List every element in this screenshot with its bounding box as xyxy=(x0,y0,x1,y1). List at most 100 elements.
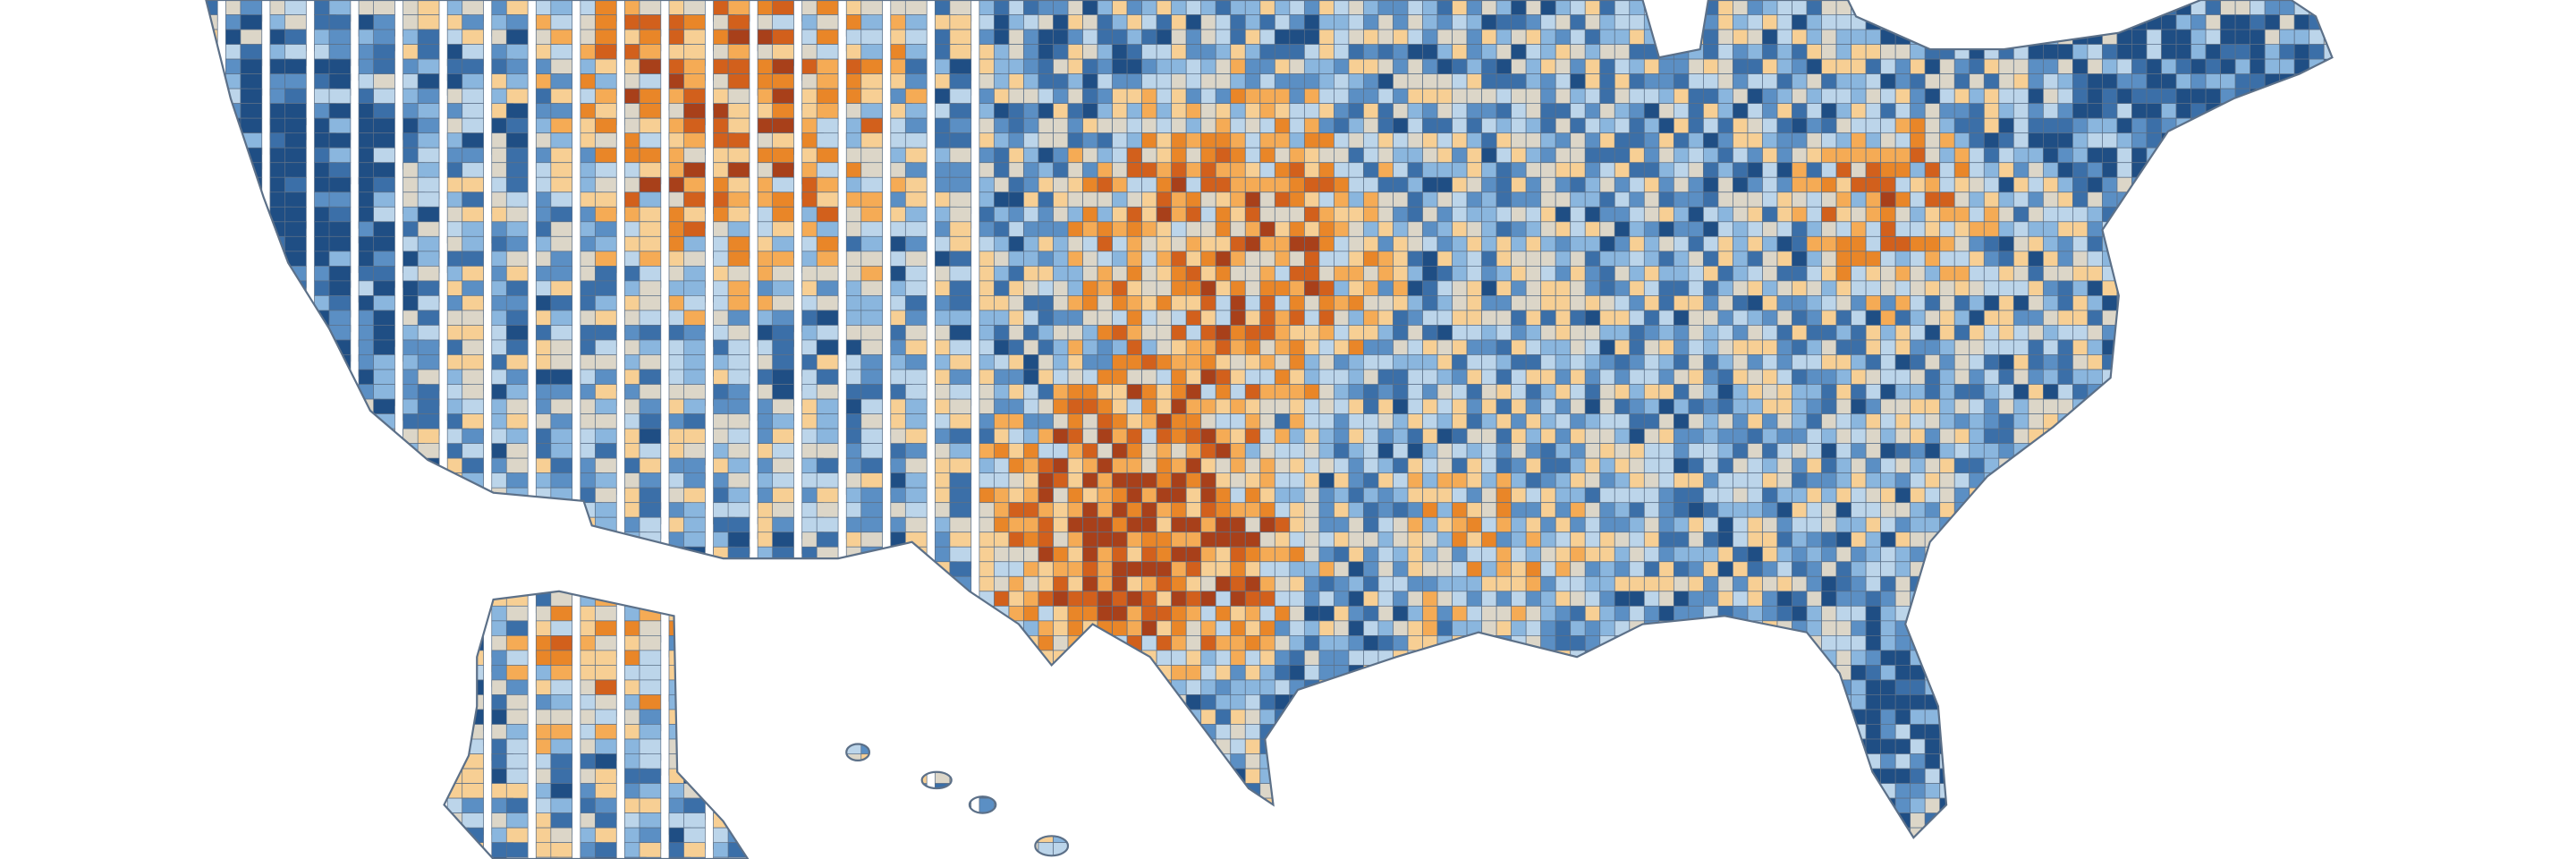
county xyxy=(1215,14,1232,30)
county xyxy=(1303,235,1320,252)
county xyxy=(446,487,470,510)
county xyxy=(1525,310,1542,326)
county xyxy=(1821,58,1837,74)
county xyxy=(1717,428,1733,444)
county xyxy=(1969,221,1985,237)
county xyxy=(206,457,218,474)
county xyxy=(1865,176,1882,193)
county xyxy=(358,472,381,489)
county xyxy=(2264,532,2281,548)
county xyxy=(2220,58,2236,74)
county xyxy=(550,339,573,355)
county xyxy=(1244,44,1261,60)
county xyxy=(2323,443,2333,459)
county xyxy=(1894,428,1911,444)
county xyxy=(2234,103,2251,119)
county xyxy=(1998,295,2014,311)
county xyxy=(2072,457,2089,474)
county xyxy=(2012,251,2029,267)
county xyxy=(904,472,928,489)
county xyxy=(1584,235,1601,252)
county xyxy=(2116,206,2132,229)
county xyxy=(949,88,972,105)
county xyxy=(2072,443,2089,459)
county xyxy=(994,14,1010,30)
county xyxy=(1821,14,1837,30)
county xyxy=(1894,103,1911,119)
county xyxy=(402,532,425,554)
county xyxy=(182,192,203,208)
county xyxy=(1792,532,1808,548)
county xyxy=(1363,472,1379,489)
county xyxy=(284,88,307,105)
county xyxy=(1171,532,1187,548)
county xyxy=(1496,103,1513,119)
county xyxy=(1525,339,1542,355)
county xyxy=(206,265,218,288)
county xyxy=(462,443,484,459)
county xyxy=(1377,532,1394,548)
county xyxy=(1673,251,1690,267)
county xyxy=(1200,280,1216,296)
county xyxy=(1436,29,1453,45)
county xyxy=(994,206,1010,223)
county xyxy=(1703,516,1719,533)
county xyxy=(2309,191,2325,208)
county xyxy=(1289,369,1305,385)
county xyxy=(2057,162,2073,178)
county xyxy=(314,516,336,533)
county xyxy=(994,176,1010,193)
county xyxy=(1806,546,1822,563)
county xyxy=(2234,384,2251,406)
county xyxy=(2131,310,2148,326)
county xyxy=(1776,73,1792,89)
county xyxy=(1156,502,1173,518)
county xyxy=(1953,44,1970,60)
county xyxy=(1053,88,1069,105)
county xyxy=(1452,443,1468,459)
county xyxy=(2293,502,2310,524)
county xyxy=(284,310,307,333)
county xyxy=(1924,162,1941,178)
county xyxy=(2161,457,2177,474)
county xyxy=(949,14,972,30)
county xyxy=(2028,221,2044,237)
county xyxy=(550,502,573,518)
county xyxy=(1851,472,1867,489)
county xyxy=(1363,546,1379,563)
county xyxy=(1141,443,1157,459)
county xyxy=(1452,117,1468,134)
county xyxy=(1363,354,1379,370)
county xyxy=(1821,546,1837,563)
county xyxy=(1910,88,1926,105)
county xyxy=(1643,191,1660,208)
county xyxy=(1821,162,1837,178)
county xyxy=(1053,369,1069,385)
county xyxy=(1377,339,1394,355)
county xyxy=(182,562,203,577)
county xyxy=(1806,117,1822,134)
county xyxy=(1998,14,2014,30)
county xyxy=(2131,428,2148,451)
county xyxy=(1599,206,1615,223)
county xyxy=(1525,132,1542,149)
county xyxy=(1806,88,1822,105)
county xyxy=(1717,251,1733,267)
county xyxy=(1053,457,1069,474)
county xyxy=(1023,457,1039,474)
county xyxy=(284,443,307,459)
county xyxy=(1112,265,1128,282)
county xyxy=(1334,443,1350,459)
county xyxy=(2264,14,2281,30)
county xyxy=(1259,487,1275,504)
county xyxy=(1466,295,1482,311)
county xyxy=(1230,0,1246,15)
county xyxy=(1215,546,1232,563)
county xyxy=(1215,132,1232,149)
county xyxy=(1407,117,1423,134)
county xyxy=(1894,295,1911,311)
county xyxy=(1303,443,1320,459)
county xyxy=(2279,14,2295,30)
county xyxy=(639,0,662,15)
county xyxy=(1792,29,1808,45)
